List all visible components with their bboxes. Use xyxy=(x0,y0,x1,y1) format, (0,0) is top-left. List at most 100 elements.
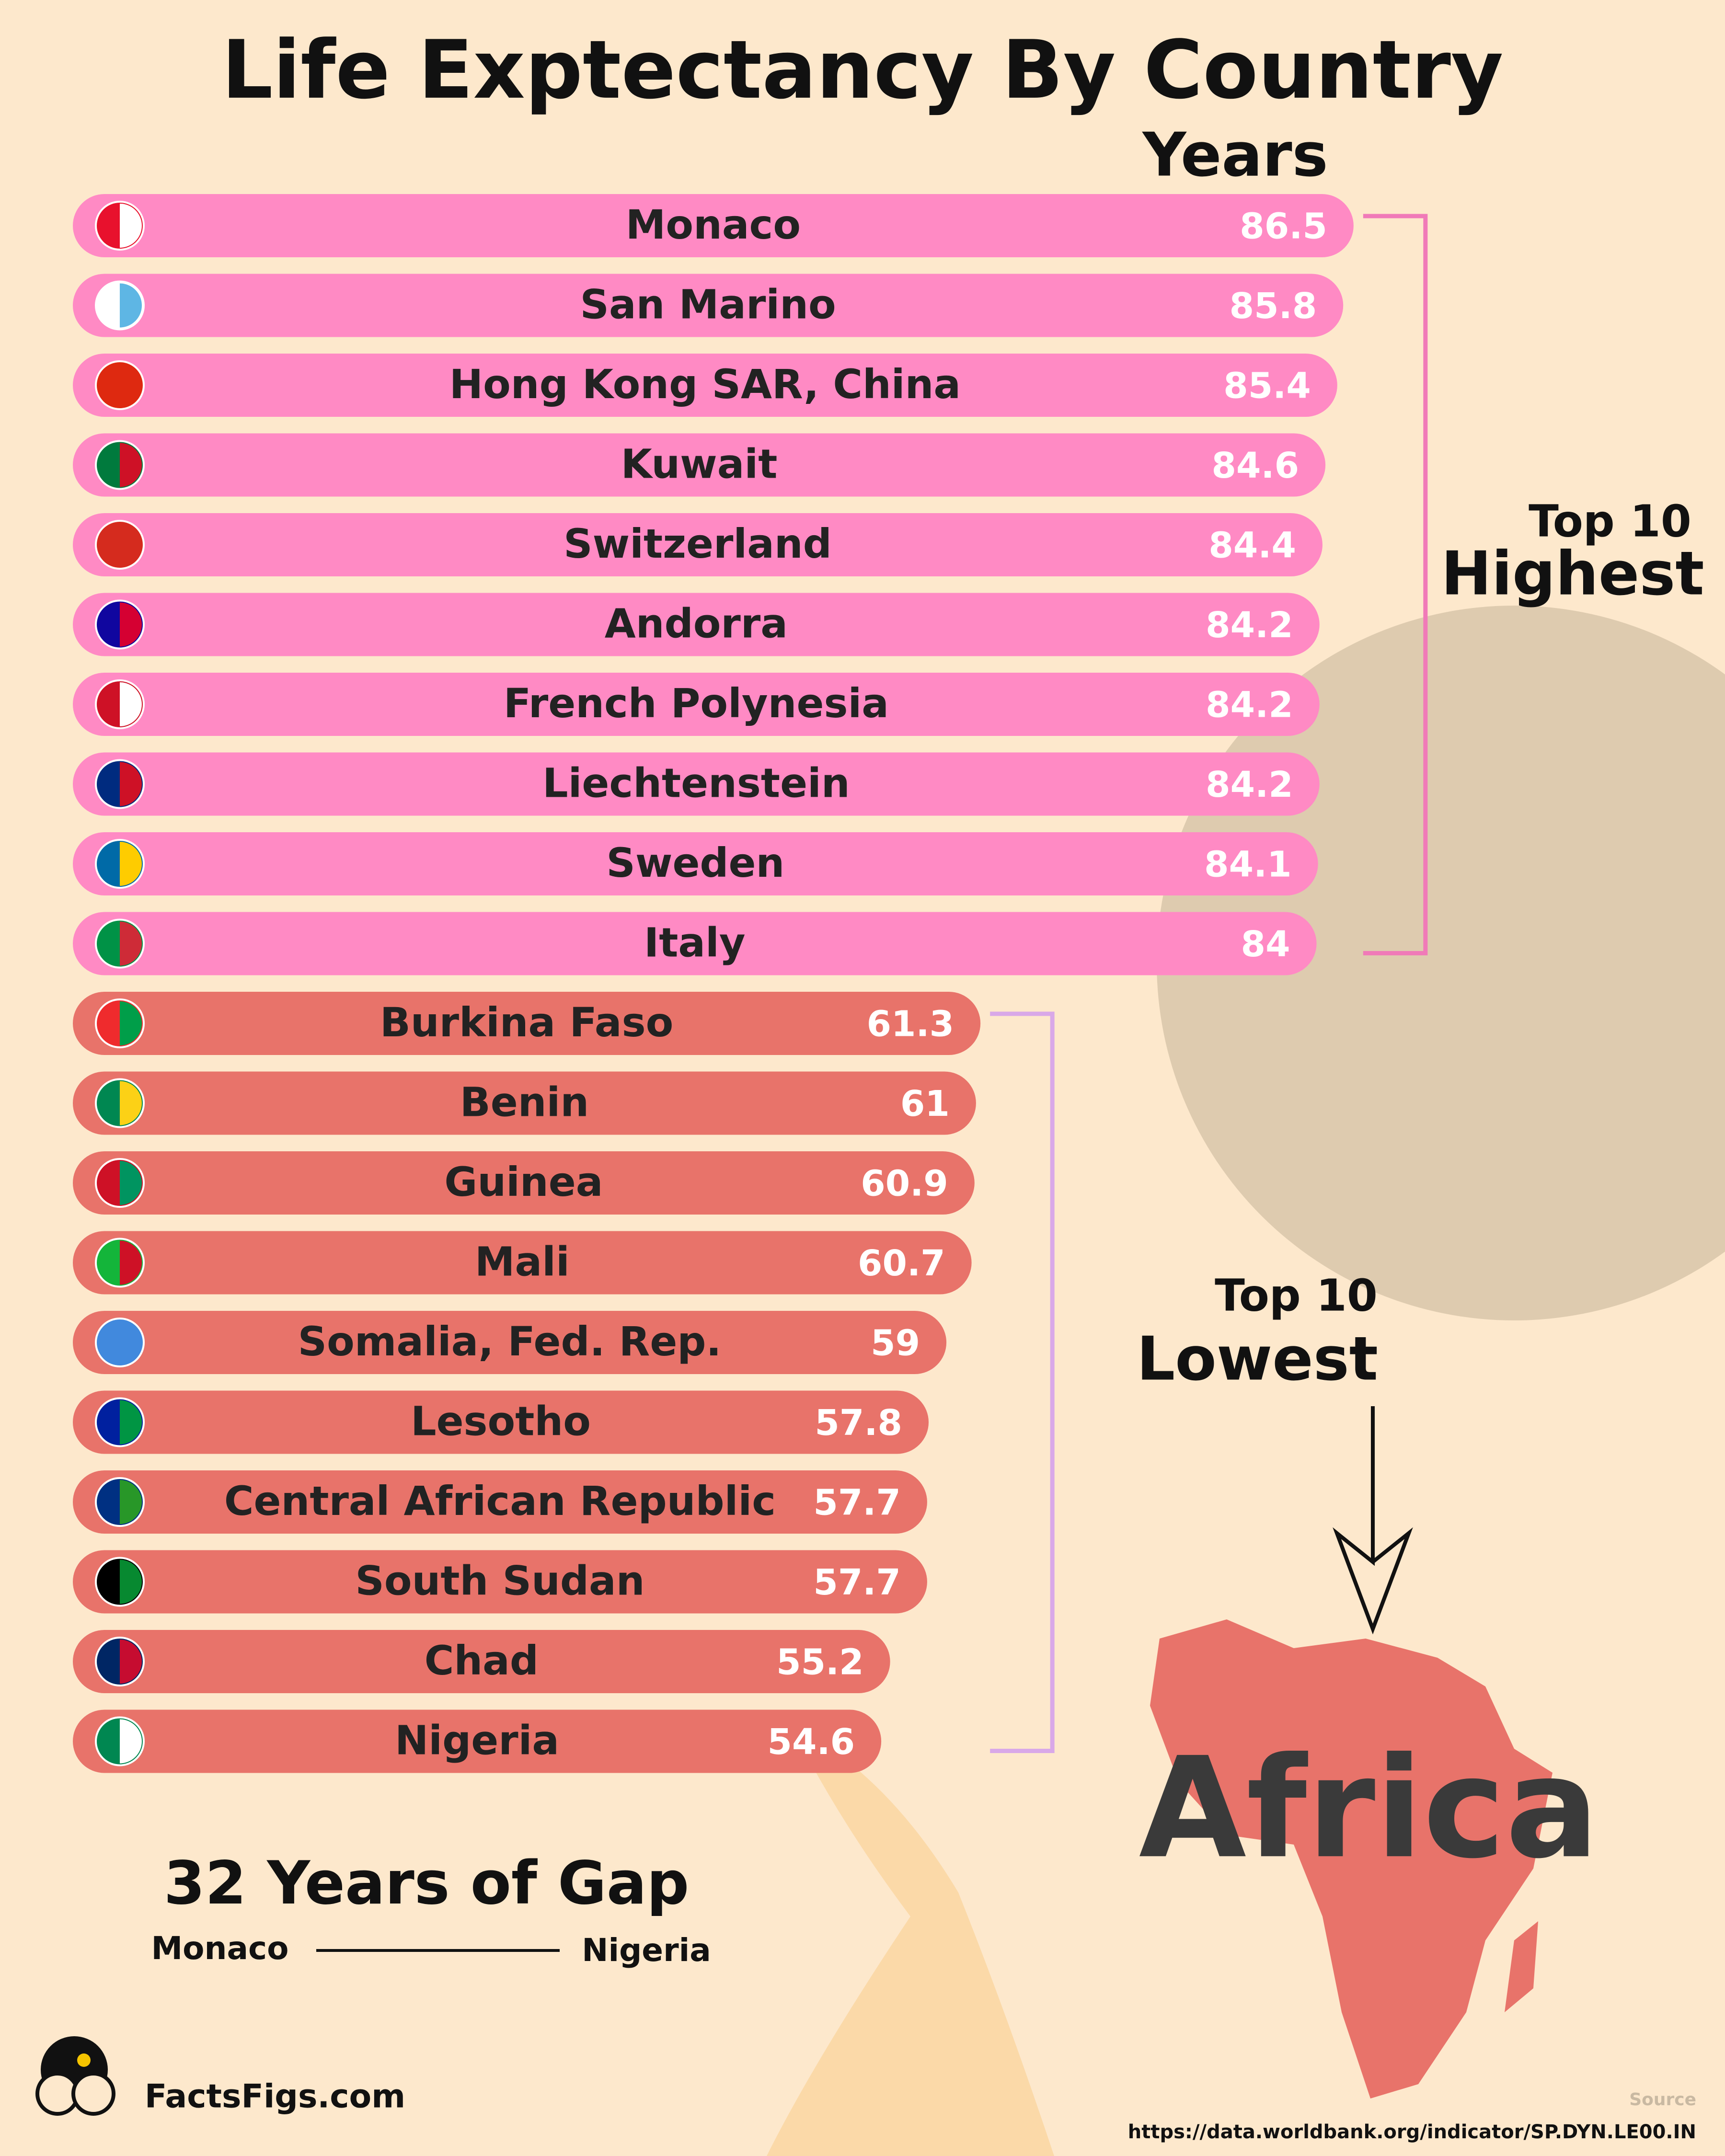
group-label-top: Top 10 xyxy=(1215,1270,1378,1321)
arrow xyxy=(1333,1406,1413,1635)
value-label: 61 xyxy=(900,1083,950,1124)
flag-half xyxy=(120,1640,142,1684)
value-label: 57.8 xyxy=(815,1402,902,1444)
flag-half xyxy=(120,523,142,567)
map-shape xyxy=(767,1725,1054,2156)
value-label: 84.6 xyxy=(1212,445,1300,486)
flag-half xyxy=(120,1719,142,1764)
gap-label: 32 Years of Gap xyxy=(164,1849,690,1918)
bar xyxy=(73,433,1326,497)
flag-half xyxy=(120,283,142,328)
bar xyxy=(73,1231,972,1295)
source-label: Source xyxy=(1629,2090,1696,2110)
source-url: https://data.worldbank.org/indicator/SP.… xyxy=(1128,2121,1696,2143)
value-label: 85.4 xyxy=(1223,366,1311,407)
category-label: Liechtenstein xyxy=(542,759,850,806)
category-label: Switzerland xyxy=(564,520,832,567)
bar xyxy=(73,992,981,1055)
category-label: Lesotho xyxy=(411,1398,591,1445)
value-label: 57.7 xyxy=(813,1562,901,1603)
bar xyxy=(73,912,1317,975)
gap-from: Monaco xyxy=(151,1930,288,1967)
bar xyxy=(73,1311,947,1374)
bar xyxy=(73,513,1322,576)
bar xyxy=(73,1550,927,1614)
bracket xyxy=(1363,214,1428,955)
value-label: 84.2 xyxy=(1206,685,1293,726)
gap-to: Nigeria xyxy=(582,1932,711,1969)
flag-half xyxy=(120,1240,142,1285)
category-label: Monaco xyxy=(626,201,801,248)
flag-half xyxy=(120,1081,142,1125)
value-label: 84.2 xyxy=(1206,605,1293,646)
bar xyxy=(73,752,1320,816)
flag-half xyxy=(120,1400,142,1445)
category-label: French Polynesia xyxy=(504,680,889,727)
bar xyxy=(73,1470,927,1534)
bar xyxy=(73,194,1354,257)
bracket xyxy=(990,1011,1055,1753)
category-label: Central African Republic xyxy=(224,1478,776,1525)
chart-title: Life Exptectancy By Country xyxy=(222,23,1504,117)
category-label: Hong Kong SAR, China xyxy=(449,361,961,408)
category-label: San Marino xyxy=(580,281,836,328)
category-label: Kuwait xyxy=(621,440,778,487)
madagascar xyxy=(1505,1921,1538,2012)
logo xyxy=(35,2036,115,2116)
flag-half xyxy=(120,602,142,647)
flag-half xyxy=(120,762,142,806)
value-label: 84.4 xyxy=(1208,525,1296,566)
bar xyxy=(73,832,1318,895)
value-label: 60.9 xyxy=(861,1163,948,1204)
category-label: Andorra xyxy=(605,600,788,647)
flag-half xyxy=(120,363,142,407)
value-label: 85.8 xyxy=(1230,286,1317,327)
bar xyxy=(73,1630,890,1693)
flag-half xyxy=(120,1320,142,1365)
value-label: 84 xyxy=(1241,924,1290,965)
flag-half xyxy=(120,204,142,248)
flag-half xyxy=(120,1480,142,1524)
bar xyxy=(73,673,1320,736)
value-label: 55.2 xyxy=(776,1642,864,1683)
value-label: 57.7 xyxy=(813,1482,901,1524)
value-label: 86.5 xyxy=(1240,206,1327,247)
category-label: South Sudan xyxy=(355,1557,644,1604)
category-label: Italy xyxy=(644,919,746,966)
axis-label: Years xyxy=(1141,120,1328,190)
brand: FactsFigs.com xyxy=(145,2078,405,2116)
bar xyxy=(73,354,1337,417)
category-label: Burkina Faso xyxy=(380,999,674,1046)
flag-half xyxy=(120,921,142,966)
category-label: Guinea xyxy=(444,1158,603,1205)
bar xyxy=(73,1151,975,1215)
group-label: Lowest xyxy=(1137,1324,1378,1394)
flag-half xyxy=(120,682,142,726)
category-label: Benin xyxy=(460,1078,589,1125)
bar xyxy=(73,1071,976,1135)
bar xyxy=(73,593,1320,656)
bar xyxy=(73,1709,882,1773)
value-label: 54.6 xyxy=(768,1721,855,1763)
bar xyxy=(73,1390,929,1454)
category-label: Mali xyxy=(475,1238,570,1285)
value-label: 59 xyxy=(871,1323,920,1364)
flag-half xyxy=(120,842,142,886)
flag-half xyxy=(120,1161,142,1205)
flag-half xyxy=(120,1001,142,1045)
value-label: 84.1 xyxy=(1204,844,1292,885)
category-label: Somalia, Fed. Rep. xyxy=(298,1318,722,1365)
category-label: Chad xyxy=(425,1637,539,1684)
group-label-top: Top 10 xyxy=(1529,495,1691,547)
bar xyxy=(73,274,1344,337)
region-label: Africa xyxy=(1139,1728,1599,1889)
value-label: 61.3 xyxy=(867,1004,954,1045)
category-label: Sweden xyxy=(606,839,784,886)
value-label: 84.2 xyxy=(1206,764,1293,805)
africa-map xyxy=(1150,1619,1552,2099)
value-label: 60.7 xyxy=(858,1243,945,1284)
flag-half xyxy=(120,443,142,487)
group-label: Highest xyxy=(1441,539,1704,609)
flag-half xyxy=(120,1560,142,1604)
